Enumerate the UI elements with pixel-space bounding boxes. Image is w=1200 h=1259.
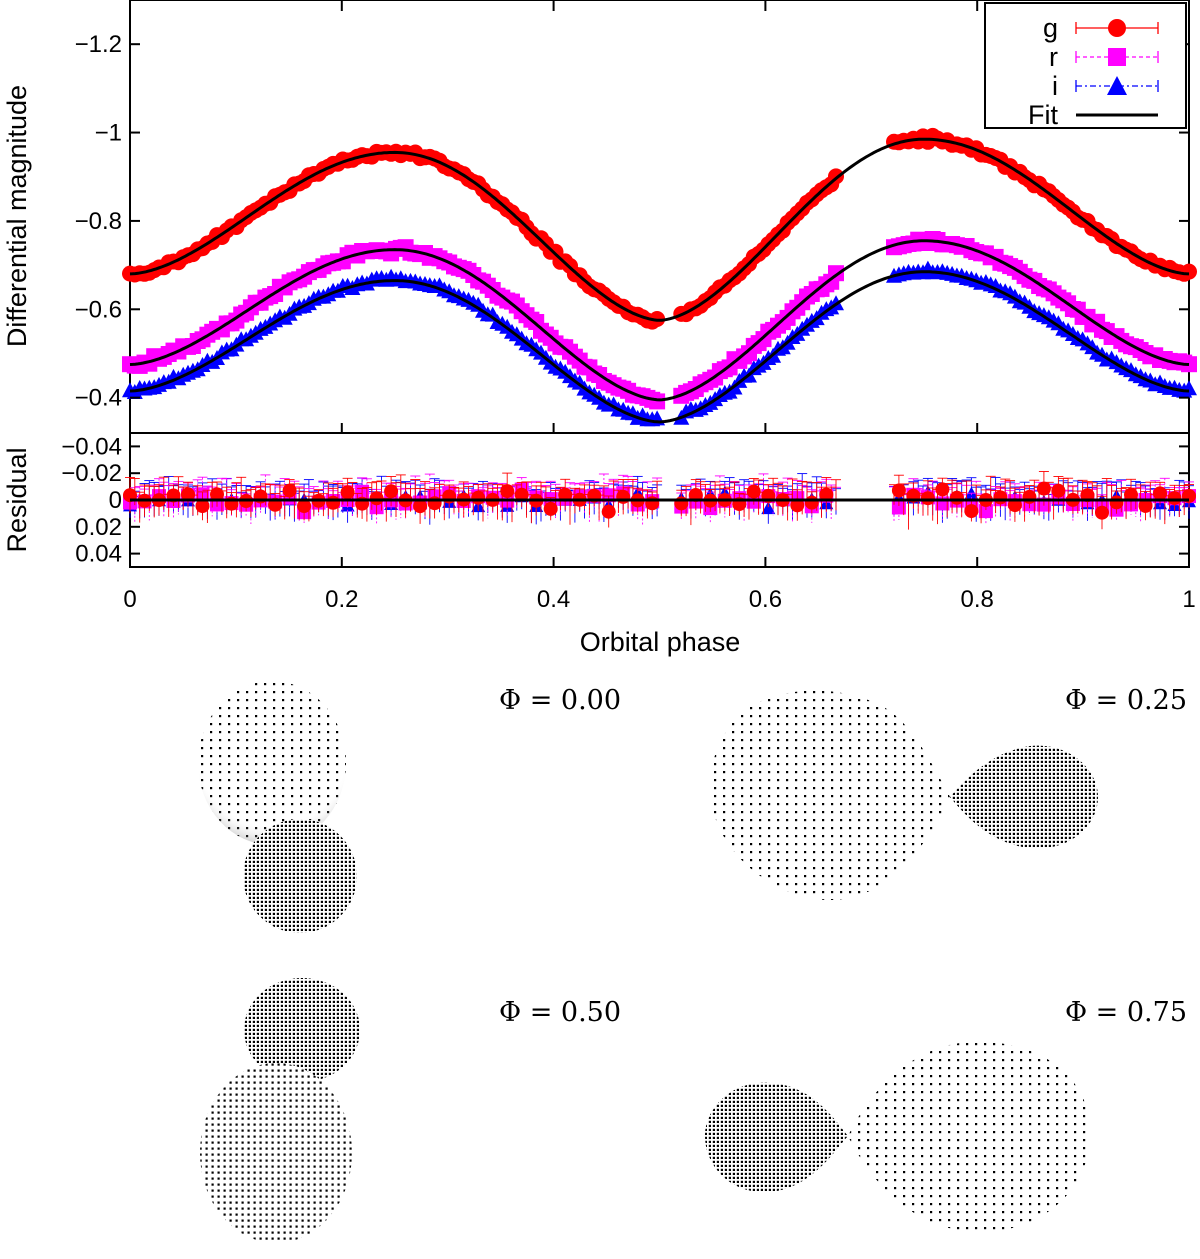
light-curve-y-ticks: −1.2 −1 −0.8 −0.6 −0.4 (75, 31, 1189, 412)
x-tick-label: 0.2 (325, 586, 358, 613)
x-tick-label: 1 (1182, 586, 1195, 613)
residual-point-g (558, 487, 573, 502)
phase-label-050: Φ = 0.50 (499, 997, 621, 1028)
x-ticks: 0 0.2 0.4 0.6 0.8 1 (123, 1, 1196, 613)
secondary-star (244, 978, 360, 1082)
primary-star (848, 1041, 1091, 1232)
legend-label-i: i (1052, 71, 1058, 101)
residual-y-axis-title: Residual (2, 447, 32, 552)
light-curve-points (122, 127, 1197, 427)
residual-point-g (543, 501, 558, 516)
y-tick-label: −0.8 (75, 208, 122, 235)
model-phase-050: Φ = 0.50 (200, 978, 621, 1243)
secondary-star (243, 819, 357, 933)
residual-point-g (790, 498, 805, 513)
residual-point-g (1095, 505, 1109, 520)
fit-line-g (129, 137, 1190, 322)
legend: g r i Fit (984, 2, 1187, 130)
x-tick-label: 0 (123, 586, 136, 613)
model-phase-025: Φ = 0.25 (710, 685, 1187, 900)
x-tick-label: 0.6 (749, 586, 782, 613)
residual-point-g (413, 499, 428, 514)
residual-point-g (964, 504, 979, 519)
y-axis-title: Differential magnitude (2, 85, 32, 347)
binary-models: Φ = 0.00 Φ = 0.25 Φ = 0.50 Φ = 0.75 (198, 681, 1187, 1243)
secondary-star (950, 745, 1098, 849)
y-tick-label: −1.2 (75, 31, 122, 58)
phase-label-075: Φ = 0.75 (1065, 997, 1187, 1028)
phase-label-000: Φ = 0.00 (499, 685, 621, 716)
residual-y-tick-label: 0.02 (75, 514, 122, 541)
residual-point-g (891, 483, 906, 498)
phase-label-025: Φ = 0.25 (1065, 685, 1187, 716)
x-tick-label: 0.4 (537, 586, 570, 613)
residual-point-g (1167, 491, 1182, 506)
fit-line-r (129, 239, 1190, 402)
residual-y-tick-label: −0.04 (61, 433, 122, 460)
residual-y-tick-label: 0 (109, 487, 122, 514)
residual-point-r (891, 500, 906, 515)
residual-point-i (761, 501, 776, 515)
residual-point-g (1124, 487, 1138, 502)
residual-point-g (819, 487, 834, 502)
y-tick-label: −1 (95, 120, 122, 147)
primary-star (710, 690, 950, 900)
residual-point-r (978, 504, 993, 519)
residual-point-g (282, 483, 297, 498)
residual-point-g (181, 487, 195, 502)
legend-label-g: g (1043, 13, 1058, 43)
residual-point-g (369, 491, 384, 506)
residual-point-g (297, 499, 312, 513)
residual-point-g (514, 487, 529, 502)
residual-point-g (1138, 498, 1153, 513)
residual-point-g (1051, 483, 1066, 498)
model-phase-000: Φ = 0.00 (198, 681, 621, 933)
legend-sample-i (1075, 76, 1159, 95)
light-curve-panel: −1.2 −1 −0.8 −0.6 −0.4 Differential magnitud… (2, 0, 1197, 434)
residual-point-g (1153, 486, 1167, 501)
residual-point-g (384, 484, 399, 499)
primary-star (200, 1063, 352, 1243)
legend-sample-g (1075, 19, 1159, 37)
model-phase-075: Φ = 0.75 (705, 997, 1187, 1232)
residual-point-g (935, 482, 950, 497)
residual-points (123, 471, 1196, 530)
x-axis-title: Orbital phase (580, 627, 741, 657)
residual-point-g (601, 504, 616, 519)
residual-point-g (1036, 481, 1051, 496)
series-g (122, 127, 1197, 330)
legend-box (984, 2, 1187, 129)
residual-point-g (746, 484, 761, 499)
residual-point-g (1007, 498, 1022, 513)
fit-line-i (129, 270, 1190, 424)
data-point-r (649, 393, 666, 410)
residual-point-g (195, 499, 210, 514)
residual-y-tick-label: 0.04 (75, 541, 122, 568)
legend-label-r: r (1049, 42, 1058, 72)
residual-point-g (340, 485, 355, 500)
residual-point-g (500, 484, 515, 499)
y-tick-label: −0.6 (75, 296, 122, 323)
legend-label-fit: Fit (1028, 100, 1058, 130)
residual-y-tick-label: −0.02 (61, 460, 122, 487)
data-point-g (1181, 263, 1197, 280)
x-tick-label: 0.8 (961, 586, 994, 613)
light-curve-fits (129, 137, 1190, 424)
y-tick-label: −0.4 (75, 385, 122, 412)
legend-sample-r (1075, 48, 1159, 66)
residual-point-g (920, 491, 935, 506)
secondary-star (705, 1082, 848, 1193)
